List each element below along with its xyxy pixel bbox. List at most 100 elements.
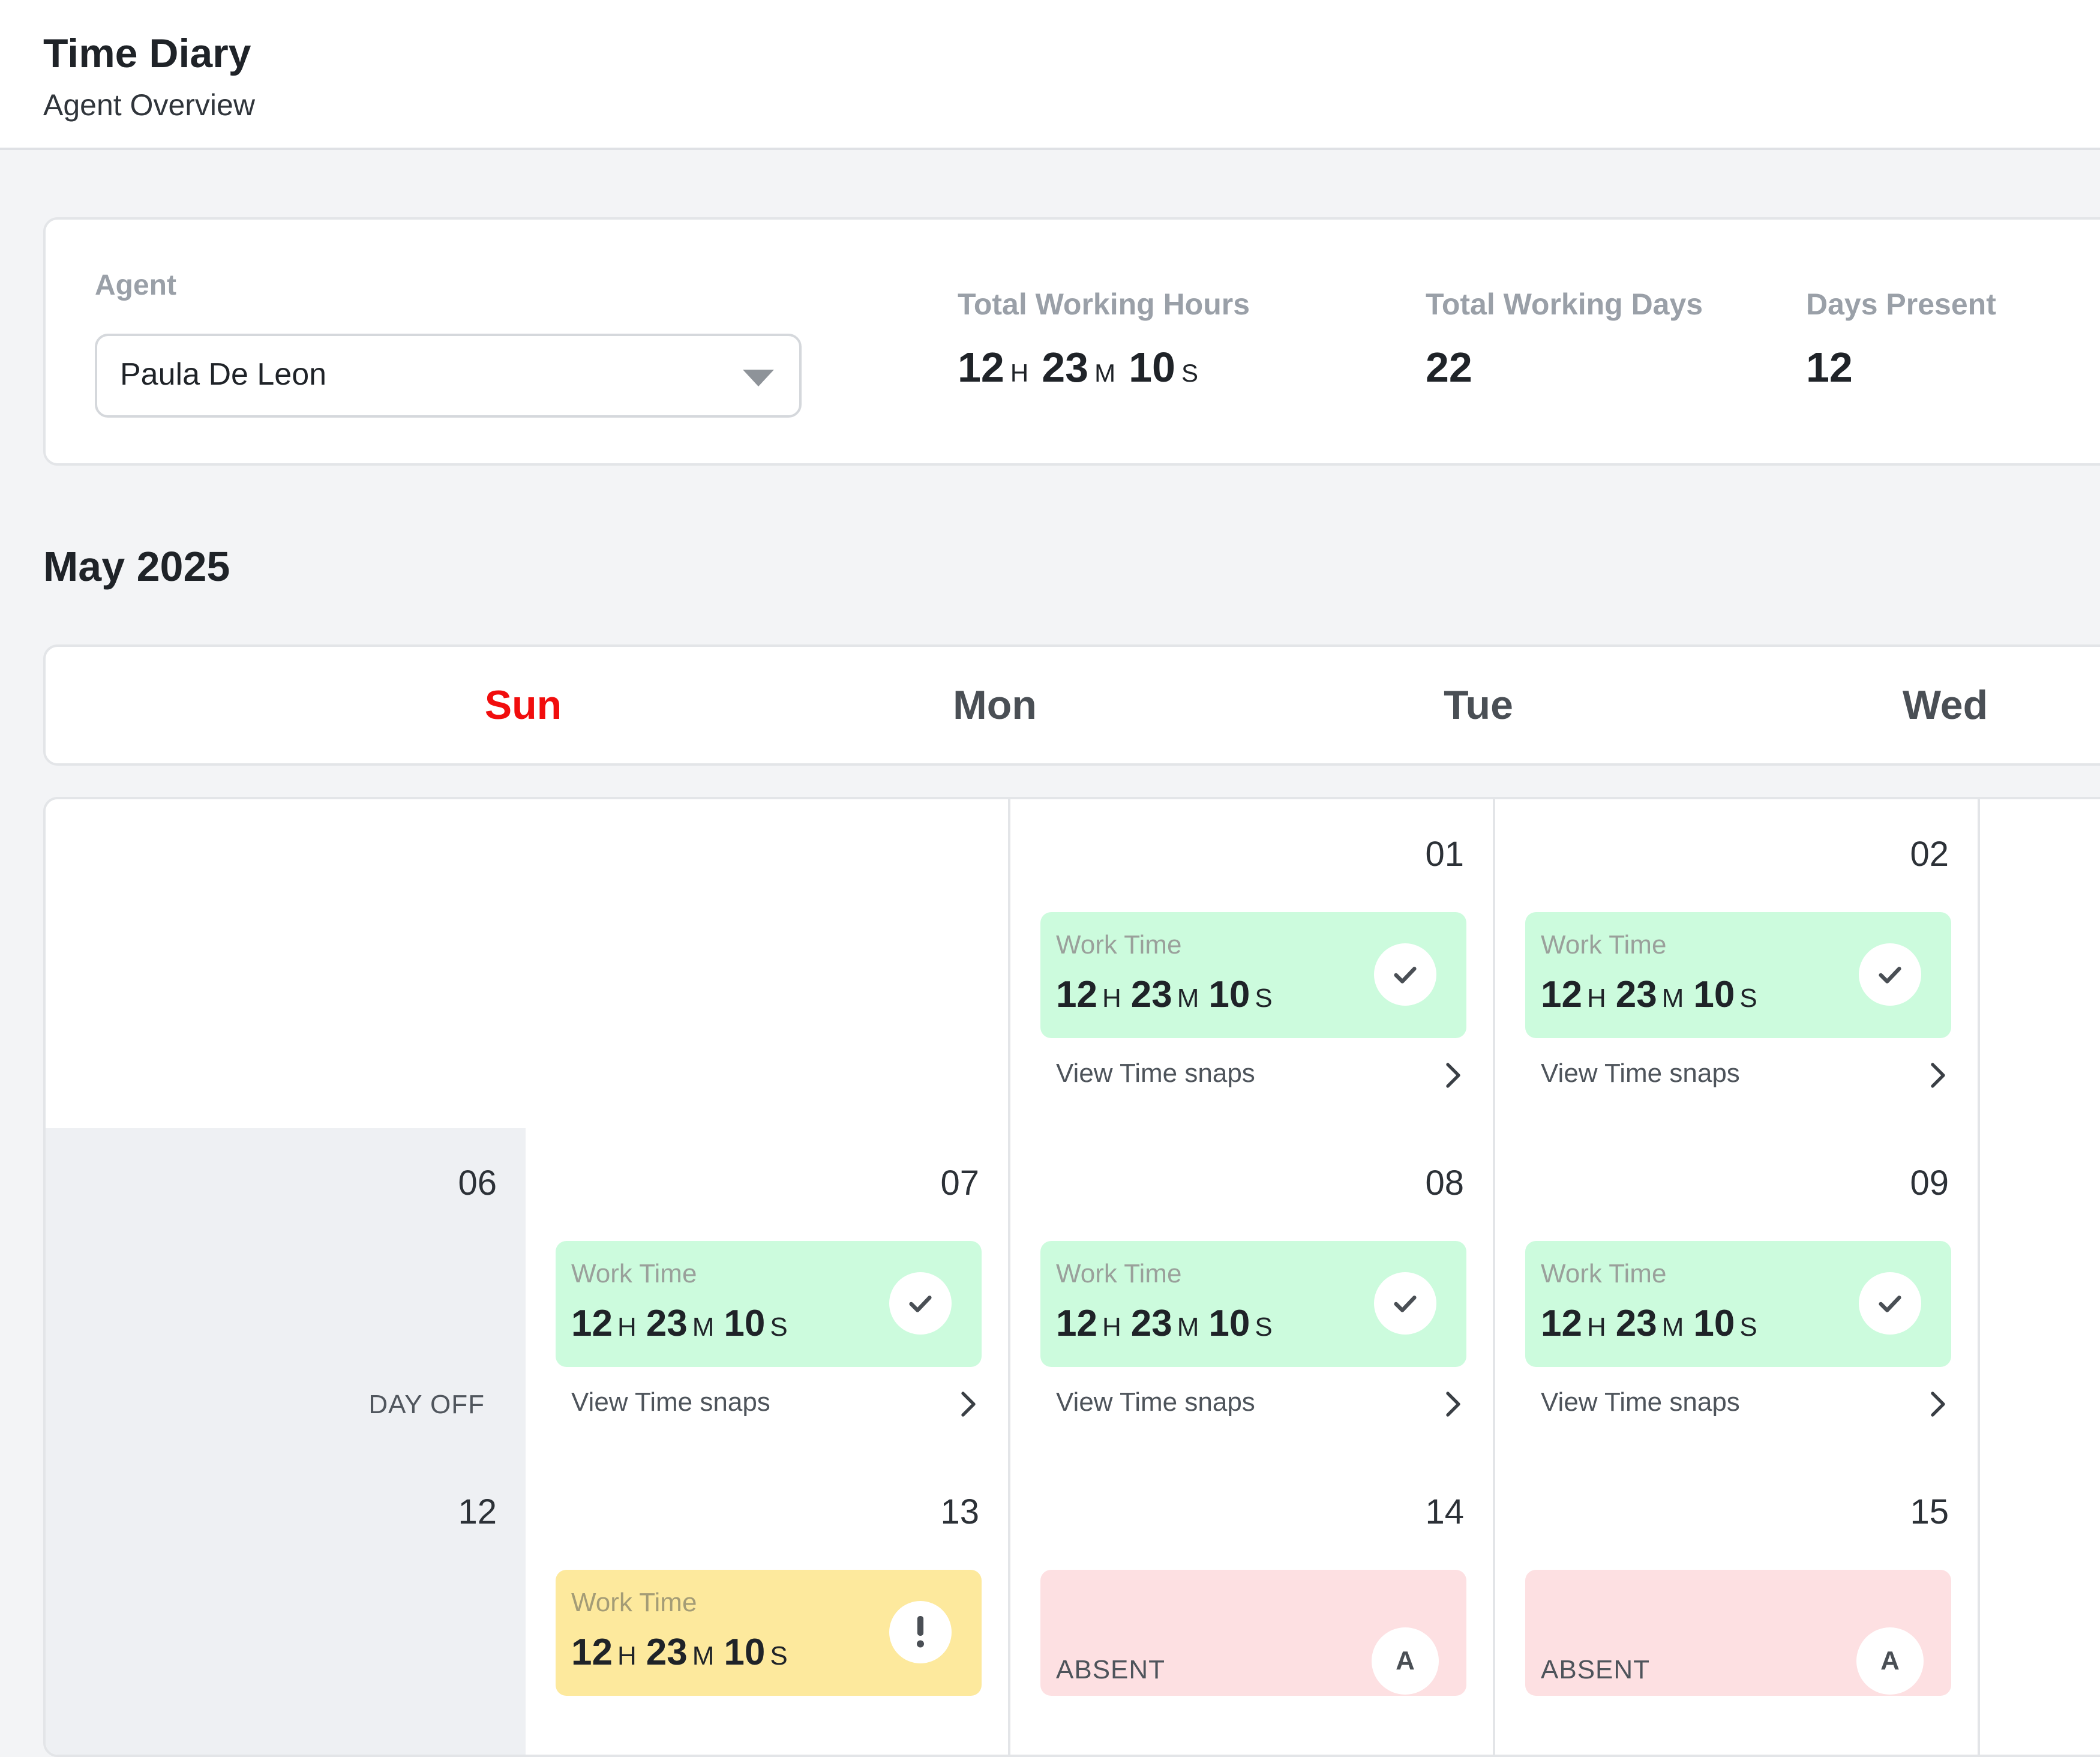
stat-value: 12 bbox=[1806, 344, 1853, 391]
time-unit: H bbox=[1586, 984, 1606, 1013]
stat-label: Total Working Hours bbox=[958, 287, 1250, 321]
time-unit: M bbox=[1661, 984, 1684, 1013]
work-time-card[interactable]: Work Time 12 H 23 M 10 S bbox=[1525, 912, 1951, 1038]
stat-days-present: Days Present 12 bbox=[1806, 287, 1996, 391]
view-time-snaps-label: View Time snaps bbox=[1056, 1387, 1255, 1417]
work-time-card[interactable]: Work Time 12 H 23 M 10 S bbox=[1525, 1241, 1951, 1367]
time-unit: H bbox=[1102, 1312, 1121, 1342]
agent-label: Agent bbox=[95, 269, 176, 301]
time-unit: M bbox=[1661, 1312, 1684, 1342]
calendar-day-cell[interactable]: 09 Work Time 12 H 23 M 10 S View Time snaps bbox=[1495, 1128, 1980, 1459]
work-time-label: Work Time bbox=[571, 1588, 697, 1617]
time-number: 23 bbox=[1130, 1303, 1172, 1344]
exclamation-icon bbox=[889, 1601, 952, 1663]
caret-down-icon bbox=[743, 370, 774, 386]
summary-card: Agent Paula De Leon Total Working Hours … bbox=[43, 217, 2100, 466]
time-number: 23 bbox=[1615, 1303, 1657, 1344]
view-time-snaps-label: View Time snaps bbox=[571, 1387, 770, 1417]
time-number: 23 bbox=[646, 1632, 688, 1673]
work-time-card[interactable]: Work Time 12 H 23 M 10 S bbox=[556, 1241, 982, 1367]
calendar-day-cell bbox=[46, 799, 528, 1131]
view-time-snaps-link[interactable]: View Time snaps bbox=[1056, 1059, 1464, 1095]
absent-badge: A bbox=[1856, 1627, 1924, 1695]
work-time-value: 12 H 23 M 10 S bbox=[1541, 1302, 1767, 1345]
seconds-value: 10 bbox=[1129, 344, 1175, 391]
stat-value: 12 H 23 M 10 S bbox=[958, 343, 1250, 391]
day-number: 12 bbox=[458, 1492, 497, 1531]
time-number: 23 bbox=[646, 1303, 688, 1344]
work-time-card[interactable]: Work Time 12 H 23 M 10 S bbox=[1040, 1241, 1466, 1367]
calendar-grid: 01 Work Time 12 H 23 M 10 S View Time snaps 02 Wor… bbox=[43, 797, 2100, 1757]
time-number: 12 bbox=[1056, 1303, 1097, 1344]
work-time-value: 12 H 23 M 10 S bbox=[1056, 1302, 1282, 1345]
absent-badge: A bbox=[1372, 1627, 1439, 1695]
chevron-right-icon bbox=[1927, 1390, 1949, 1422]
view-time-snaps-link[interactable]: View Time snaps bbox=[571, 1387, 979, 1423]
time-number: 10 bbox=[1208, 974, 1250, 1015]
time-unit: S bbox=[1255, 1312, 1273, 1342]
day-number: 08 bbox=[1425, 1164, 1464, 1203]
check-icon bbox=[889, 1272, 952, 1335]
day-number: 02 bbox=[1910, 835, 1949, 874]
calendar-day-cell[interactable]: 12 bbox=[46, 1457, 528, 1755]
chevron-right-icon bbox=[958, 1390, 979, 1422]
time-unit: H bbox=[1102, 984, 1121, 1013]
work-time-value: 12 H 23 M 10 S bbox=[1541, 973, 1767, 1016]
work-time-label: Work Time bbox=[1541, 930, 1667, 960]
time-number: 12 bbox=[571, 1632, 613, 1673]
calendar-day-cell[interactable]: 15 ABSENT A bbox=[1495, 1457, 1980, 1755]
time-unit: S bbox=[770, 1641, 788, 1671]
time-number: 12 bbox=[1541, 974, 1582, 1015]
time-unit: S bbox=[1255, 984, 1273, 1013]
calendar-day-cell[interactable]: 07 Work Time 12 H 23 M 10 S View Time snaps bbox=[526, 1128, 1010, 1459]
time-unit: H bbox=[617, 1312, 637, 1342]
calendar-day-cell[interactable]: 08 Work Time 12 H 23 M 10 S View Time snaps bbox=[1010, 1128, 1495, 1459]
view-time-snaps-link[interactable]: View Time snaps bbox=[1541, 1387, 1949, 1423]
absent-label: ABSENT bbox=[1056, 1655, 1166, 1684]
absent-label: ABSENT bbox=[1541, 1655, 1651, 1684]
time-number: 10 bbox=[1693, 974, 1735, 1015]
day-number: 15 bbox=[1910, 1492, 1949, 1531]
day-off-label: DAY OFF bbox=[368, 1390, 485, 1419]
time-number: 23 bbox=[1130, 974, 1172, 1015]
stat-value: 22 bbox=[1426, 344, 1472, 391]
check-icon bbox=[1859, 943, 1921, 1006]
minutes-value: 23 bbox=[1042, 344, 1089, 391]
calendar-day-cell[interactable]: 06 DAY OFF bbox=[46, 1128, 528, 1459]
minutes-unit: M bbox=[1094, 359, 1116, 387]
stat-total-working-hours: Total Working Hours 12 H 23 M 10 S bbox=[958, 287, 1250, 391]
calendar-day-cell[interactable]: 14 ABSENT A bbox=[1010, 1457, 1495, 1755]
time-unit: S bbox=[1739, 1312, 1757, 1342]
time-number: 12 bbox=[571, 1303, 613, 1344]
page-title: Time Diary bbox=[43, 31, 251, 76]
work-time-card[interactable]: Work Time 12 H 23 M 10 S bbox=[1040, 912, 1466, 1038]
time-unit: H bbox=[617, 1641, 637, 1671]
absent-card[interactable]: ABSENT A bbox=[1040, 1570, 1466, 1696]
absent-card[interactable]: ABSENT A bbox=[1525, 1570, 1951, 1696]
time-number: 12 bbox=[1541, 1303, 1582, 1344]
view-time-snaps-link[interactable]: View Time snaps bbox=[1056, 1387, 1464, 1423]
view-time-snaps-link[interactable]: View Time snaps bbox=[1541, 1059, 1949, 1095]
day-number: 07 bbox=[940, 1164, 979, 1203]
check-icon bbox=[1374, 943, 1436, 1006]
view-time-snaps-label: View Time snaps bbox=[1541, 1059, 1740, 1088]
check-icon bbox=[1859, 1272, 1921, 1335]
calendar-day-cell[interactable]: 01 Work Time 12 H 23 M 10 S View Time snaps bbox=[1010, 799, 1495, 1131]
work-time-card[interactable]: Work Time 12 H 23 M 10 S bbox=[556, 1570, 982, 1696]
agent-select-value: Paula De Leon bbox=[120, 357, 327, 392]
stat-label: Days Present bbox=[1806, 287, 1996, 321]
seconds-unit: S bbox=[1181, 359, 1198, 387]
calendar-day-cell[interactable]: 13 Work Time 12 H 23 M 10 S bbox=[526, 1457, 1010, 1755]
time-number: 12 bbox=[1056, 974, 1097, 1015]
time-unit: M bbox=[1177, 984, 1199, 1013]
weekday-header: Sun Mon Tue Wed bbox=[43, 644, 2100, 766]
view-time-snaps-label: View Time snaps bbox=[1056, 1059, 1255, 1088]
chevron-right-icon bbox=[1442, 1390, 1464, 1422]
calendar-day-cell bbox=[526, 799, 1010, 1131]
calendar-day-cell[interactable]: 02 Work Time 12 H 23 M 10 S View Time snaps bbox=[1495, 799, 1980, 1131]
day-number: 13 bbox=[940, 1492, 979, 1531]
work-time-value: 12 H 23 M 10 S bbox=[571, 1302, 797, 1345]
weekday-tue: Tue bbox=[1444, 682, 1513, 728]
agent-select[interactable]: Paula De Leon bbox=[95, 334, 802, 418]
time-unit: S bbox=[1739, 984, 1757, 1013]
